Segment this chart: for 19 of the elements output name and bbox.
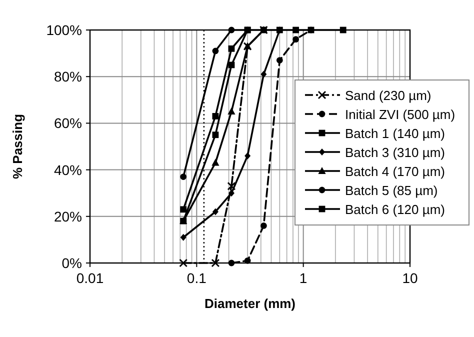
x-axis-title: Diameter (mm) [204,296,296,311]
x-tick-label: 10 [402,270,418,286]
legend-label: Batch 4 (170 µm) [345,164,445,179]
y-axis-title: % Passing [10,114,25,180]
legend-label: Batch 6 (120 µm) [345,202,445,217]
y-tick-label: 0% [62,255,82,271]
legend-label: Batch 5 (85 µm) [345,183,438,198]
legend-label: Batch 1 (140 µm) [345,126,445,141]
y-tick-label: 100% [46,22,82,38]
legend-label: Sand (230 µm) [345,88,432,103]
legend-label: Initial ZVI (500 µm) [345,107,456,122]
legend-label: Batch 3 (310 µm) [345,145,445,160]
x-tick-label: 0.1 [186,270,207,286]
x-tick-label: 1 [299,270,308,286]
x-tick-label: 0.01 [76,270,104,286]
y-tick-label: 40% [54,162,82,178]
y-tick-label: 80% [54,68,82,85]
y-tick-label: 20% [54,208,82,224]
y-tick-label: 60% [54,115,82,132]
